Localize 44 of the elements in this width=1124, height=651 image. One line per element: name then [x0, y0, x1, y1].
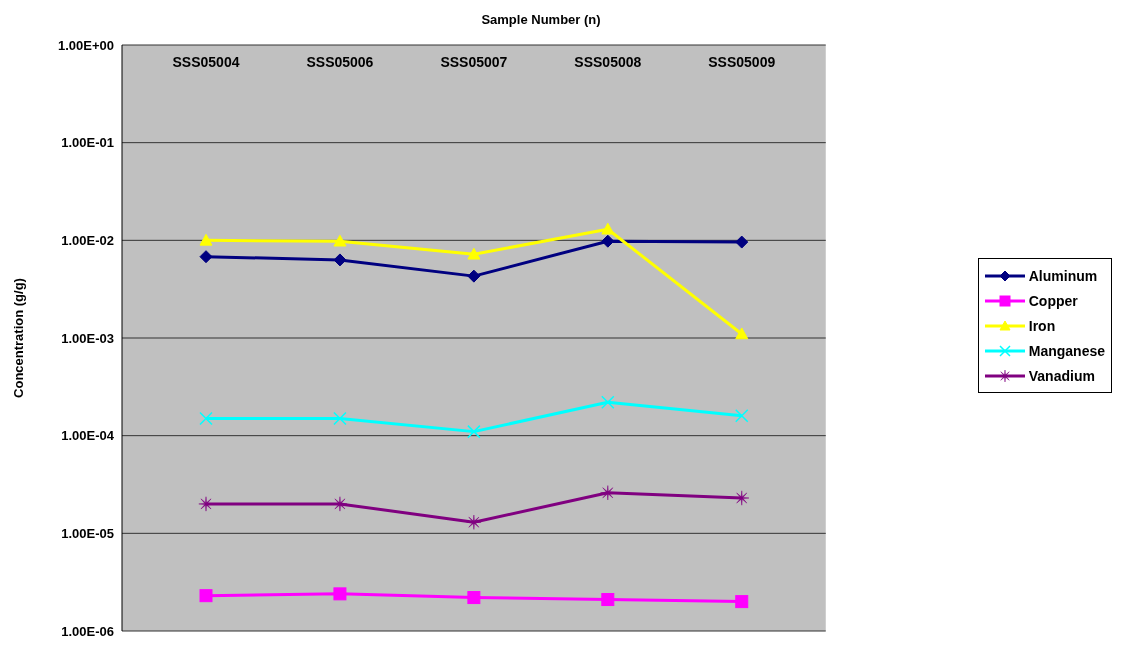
point: [199, 411, 213, 426]
point: [467, 424, 481, 439]
y-tick-label: 1.00E+00: [57, 37, 114, 53]
legend-label: Aluminum: [1028, 267, 1098, 284]
point: [199, 250, 213, 264]
point: [467, 591, 481, 605]
legend-label: Manganese: [1028, 342, 1105, 359]
x-tick-label: SSS05004: [172, 54, 240, 70]
legend-label: Iron: [1028, 317, 1056, 334]
point: [601, 593, 615, 607]
x-tick-label: SSS05007: [440, 54, 508, 70]
point: [601, 395, 615, 409]
point: [333, 253, 347, 267]
point: [199, 589, 213, 603]
y-tick-label: 1.00E-04: [61, 428, 115, 444]
legend-label: Copper: [1028, 292, 1078, 309]
point: [333, 234, 347, 247]
y-tick-label: 1.00E-01: [61, 135, 114, 151]
point: [466, 514, 482, 530]
point: [601, 222, 615, 235]
x-axis-title: Sample Number (n): [480, 12, 602, 27]
x-tick-label: SSS05009: [708, 54, 776, 70]
point: [600, 485, 616, 501]
y-tick-label: 1.00E-05: [61, 525, 114, 541]
y-axis-title: Concentration (g/g): [10, 278, 26, 398]
point: [333, 411, 347, 426]
point: [198, 496, 214, 512]
legend-label: Vanadium: [1028, 367, 1095, 384]
point: [735, 327, 749, 340]
y-tick-label: 1.00E-03: [61, 330, 114, 346]
y-tick-label: 1.00E-02: [61, 232, 114, 248]
point: [735, 235, 749, 249]
y-tick-label: 1.00E-06: [61, 623, 114, 639]
point: [199, 233, 213, 246]
x-tick-label: SSS05006: [306, 54, 374, 70]
point: [467, 247, 481, 260]
point: [333, 587, 347, 601]
point: [467, 269, 481, 283]
point: [332, 496, 348, 512]
point: [601, 234, 615, 248]
point: [734, 490, 750, 506]
x-tick-label: SSS05008: [574, 54, 642, 70]
point: [735, 408, 749, 423]
point: [735, 595, 749, 609]
